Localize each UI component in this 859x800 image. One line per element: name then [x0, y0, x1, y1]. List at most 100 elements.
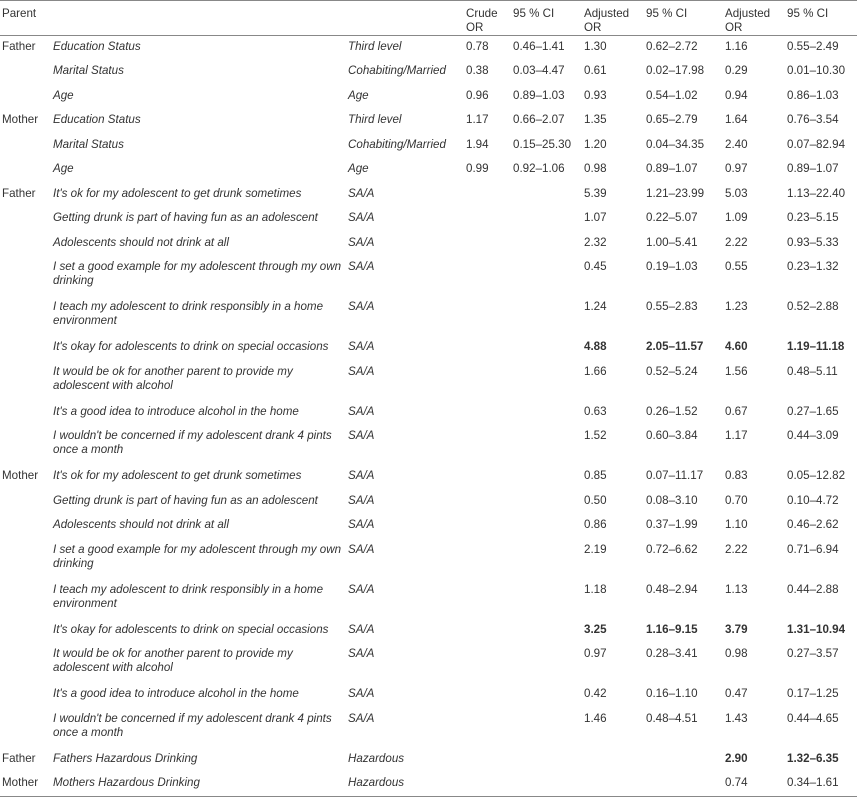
cell-adjusted-or-1 — [584, 772, 646, 797]
cell-category: Hazardous — [348, 751, 405, 765]
cell-ci-2: 0.48–2.94 — [646, 582, 698, 596]
cell-ci-3: 0.07–82.94 — [787, 137, 846, 151]
cell-adjusted-or-1: 0.85 — [584, 469, 607, 482]
cell-adjusted-or-1: 0.42 — [584, 687, 607, 700]
cell-variable: It's a good idea to introduce alcohol in… — [53, 687, 299, 700]
cell-variable: I set a good example for my adolescent t… — [53, 542, 342, 570]
cell-ci-1 — [513, 579, 584, 619]
cell-ci-2: 0.89–1.07 — [646, 162, 698, 175]
cell-crude-or — [466, 256, 513, 296]
cell-variable: It's ok for my adolescent to get drunk s… — [53, 186, 302, 200]
header-ci-2: 95 % CI — [646, 0, 725, 36]
cell-ci-2: 0.08–3.10 — [646, 493, 698, 507]
cell-category: SA/A — [348, 622, 375, 636]
cell-adjusted-or-2: 1.43 — [725, 711, 748, 725]
cell-ci-2 — [646, 772, 725, 797]
cell-variable: Getting drunk is part of having fun as a… — [53, 493, 318, 507]
cell-ci-1 — [513, 425, 584, 465]
cell-ci-2: 1.00–5.41 — [646, 235, 698, 249]
cell-ci-3: 0.23–5.15 — [787, 211, 839, 224]
cell-ci-2: 0.26–1.52 — [646, 404, 698, 418]
cell-ci-2: 1.21–23.99 — [646, 186, 705, 200]
cell-ci-1: 0.89–1.03 — [513, 88, 565, 102]
cell-ci-3: 0.76–3.54 — [787, 113, 839, 126]
cell-category: SA/A — [348, 186, 375, 200]
cell-ci-3: 0.44–2.88 — [787, 582, 839, 596]
cell-ci-1: 0.92–1.06 — [513, 162, 565, 175]
cell-adjusted-or-2: 0.29 — [725, 64, 748, 77]
cell-crude-or — [466, 207, 513, 232]
cell-ci-2: 0.37–1.99 — [646, 518, 698, 531]
cell-ci-3: 1.32–6.35 — [787, 751, 839, 765]
cell-parent — [0, 85, 53, 110]
cell-adjusted-or-1: 5.39 — [584, 186, 607, 200]
cell-ci-1 — [513, 643, 584, 683]
cell-category: SA/A — [348, 235, 375, 249]
cell-parent: Mother — [0, 772, 53, 797]
cell-variable: Fathers Hazardous Drinking — [53, 751, 198, 765]
cell-ci-3: 0.48–5.11 — [787, 364, 838, 378]
cell-adjusted-or-1: 1.35 — [584, 113, 607, 126]
cell-adjusted-or-1: 1.30 — [584, 40, 607, 53]
cell-variable: It's a good idea to introduce alcohol in… — [53, 404, 299, 418]
cell-adjusted-or-1: 2.32 — [584, 235, 607, 249]
header-ci-1: 95 % CI — [513, 0, 584, 36]
cell-category: Cohabiting/Married — [348, 137, 446, 151]
cell-adjusted-or-2: 1.23 — [725, 300, 748, 313]
cell-ci-1 — [513, 619, 584, 644]
cell-ci-2: 0.02–17.98 — [646, 64, 705, 77]
cell-ci-3: 0.10–4.72 — [787, 493, 839, 507]
cell-crude-or — [466, 425, 513, 465]
cell-category: SA/A — [348, 542, 375, 556]
cell-ci-1: 0.66–2.07 — [513, 113, 565, 126]
cell-ci-2: 0.48–4.51 — [646, 711, 698, 725]
cell-adjusted-or-2: 0.55 — [725, 260, 748, 273]
cell-parent — [0, 619, 53, 644]
cell-parent — [0, 539, 53, 579]
cell-parent — [0, 643, 53, 683]
cell-crude-or — [466, 361, 513, 401]
cell-ci-3: 0.17–1.25 — [787, 687, 839, 700]
cell-variable: Adolescents should not drink at all — [53, 518, 229, 531]
header-category — [348, 0, 466, 36]
cell-category: SA/A — [348, 469, 375, 482]
header-adjusted-or-2: Adjusted OR — [725, 0, 787, 36]
cell-crude-or: 1.17 — [466, 113, 489, 126]
cell-crude-or — [466, 619, 513, 644]
cell-crude-or — [466, 514, 513, 539]
cell-ci-3: 0.27–3.57 — [787, 647, 839, 660]
cell-crude-or — [466, 296, 513, 336]
cell-parent — [0, 579, 53, 619]
cell-crude-or: 0.99 — [466, 162, 489, 175]
cell-adjusted-or-1: 2.19 — [584, 542, 607, 556]
cell-ci-2: 0.16–1.10 — [646, 687, 698, 700]
cell-category: SA/A — [348, 493, 375, 507]
cell-ci-1: 0.46–1.41 — [513, 40, 565, 53]
cell-adjusted-or-1: 1.52 — [584, 429, 607, 442]
cell-variable: I teach my adolescent to drink responsib… — [53, 582, 324, 610]
cell-ci-3: 0.86–1.03 — [787, 88, 839, 102]
cell-ci-3: 0.23–1.32 — [787, 260, 839, 273]
cell-ci-1 — [513, 772, 584, 797]
cell-ci-1 — [513, 490, 584, 515]
cell-parent: Mother — [2, 469, 39, 482]
cell-ci-2: 0.62–2.72 — [646, 40, 698, 53]
cell-parent — [0, 256, 53, 296]
cell-ci-1 — [513, 401, 584, 426]
cell-ci-1 — [513, 232, 584, 257]
cell-variable: I wouldn't be concerned if my adolescent… — [53, 711, 332, 739]
cell-ci-1 — [513, 296, 584, 336]
cell-ci-2: 0.22–5.07 — [646, 211, 698, 224]
cell-category: Third level — [348, 113, 402, 126]
cell-adjusted-or-1: 1.18 — [584, 582, 607, 596]
cell-variable: It's okay for adolescents to drink on sp… — [53, 622, 329, 636]
cell-variable: Education Status — [53, 113, 141, 126]
cell-ci-2: 0.52–5.24 — [646, 364, 698, 378]
cell-parent — [0, 134, 53, 159]
cell-adjusted-or-1: 1.20 — [584, 137, 607, 151]
cell-category: Hazardous — [348, 772, 466, 797]
cell-category: SA/A — [348, 647, 375, 660]
cell-ci-3: 1.19–11.18 — [787, 340, 845, 353]
cell-ci-2: 0.28–3.41 — [646, 647, 698, 660]
cell-crude-or — [466, 579, 513, 619]
